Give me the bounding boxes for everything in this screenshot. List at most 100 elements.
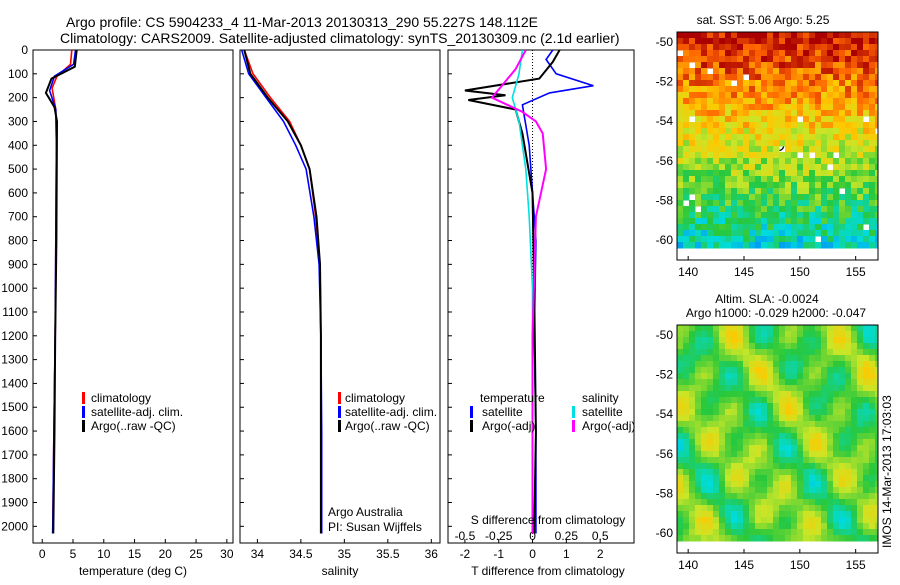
map-cell [839, 385, 846, 392]
map-cell [731, 385, 738, 392]
map-cell [851, 200, 858, 207]
map-cell [797, 32, 804, 39]
map-cell [755, 242, 762, 249]
map-cell [857, 463, 864, 470]
map-cell [791, 206, 798, 213]
map-cell [821, 379, 828, 386]
map-cell [713, 74, 720, 81]
map-cell [707, 421, 714, 428]
map-cell [857, 86, 864, 93]
map-cell [833, 62, 840, 69]
map-cell [683, 98, 690, 105]
map-cell [683, 481, 690, 488]
map-cell [719, 56, 726, 63]
map-cell [821, 391, 828, 398]
map-cell [803, 529, 810, 536]
map-cell [773, 355, 780, 362]
map-cell [761, 379, 768, 386]
map-cell [749, 349, 756, 356]
map-cell [737, 50, 744, 57]
map-cell [821, 397, 828, 404]
map-cell [851, 481, 858, 488]
map-cell [725, 361, 732, 368]
map-cell [677, 68, 684, 75]
map-cell [857, 391, 864, 398]
map-cell [809, 242, 816, 249]
map-cell [863, 475, 870, 482]
map-cell [773, 146, 780, 153]
map-cell [875, 433, 878, 440]
map-cell [827, 421, 834, 428]
map-cell [809, 218, 816, 225]
map-cell [845, 367, 852, 374]
map-cell [803, 355, 810, 362]
map-cell [851, 104, 858, 111]
map-cell [815, 218, 822, 225]
map-cell [725, 415, 732, 422]
map-cell [875, 242, 878, 249]
difference-legend-salinity: salinity satellite Argo(-adj) [572, 391, 635, 433]
map-cell [863, 164, 870, 171]
map-cell [725, 140, 732, 147]
map-cell [875, 50, 878, 57]
map-cell [695, 433, 702, 440]
map-cell [839, 236, 846, 243]
salinity-xlabel: salinity [322, 564, 359, 578]
map-cell [851, 397, 858, 404]
map-cell [833, 146, 840, 153]
map-cell [749, 56, 756, 63]
map-cell [809, 415, 816, 422]
map-cell [707, 206, 714, 213]
map-cell [815, 493, 822, 500]
map-cell [845, 212, 852, 219]
map-cell [755, 122, 762, 129]
map-cell [683, 92, 690, 99]
map-cell [839, 409, 846, 416]
map-cell [725, 433, 732, 440]
map-cell [797, 50, 804, 57]
map-cell [869, 355, 876, 362]
map-cell [713, 343, 720, 350]
map-cell [833, 481, 840, 488]
map-cell [797, 409, 804, 416]
map-cell [725, 98, 732, 105]
map-cell [749, 451, 756, 458]
map-cell [785, 529, 792, 536]
map-cell [821, 32, 828, 39]
map-cell [779, 529, 786, 536]
map-cell [713, 481, 720, 488]
map-cell [791, 361, 798, 368]
map-cell [695, 331, 702, 338]
map-cell [719, 409, 726, 416]
map-cell [725, 325, 732, 332]
map-cell [761, 355, 768, 362]
map-cell [701, 517, 708, 524]
map-cell [851, 343, 858, 350]
map-cell [743, 367, 750, 374]
map-cell [761, 104, 768, 111]
map-cell [839, 224, 846, 231]
map-cell [851, 457, 858, 464]
map-cell [857, 385, 864, 392]
map-cell [863, 373, 870, 380]
map-cell [791, 56, 798, 63]
map-cell [803, 463, 810, 470]
map-cell [689, 439, 696, 446]
map-cell [785, 164, 792, 171]
map-cell [803, 188, 810, 195]
map-cell [797, 343, 804, 350]
map-cell [857, 158, 864, 165]
map-cell [869, 236, 876, 243]
map-cell [731, 457, 738, 464]
map-cell [743, 469, 750, 476]
map-cell [755, 158, 762, 165]
map-cell [779, 98, 786, 105]
map-cell [731, 44, 738, 51]
map-cell [689, 355, 696, 362]
map-cell [731, 116, 738, 123]
map-cell [785, 379, 792, 386]
map-cell [719, 146, 726, 153]
map-cell [737, 391, 744, 398]
y-tick-label: 300 [8, 114, 28, 128]
map-cell [845, 122, 852, 129]
